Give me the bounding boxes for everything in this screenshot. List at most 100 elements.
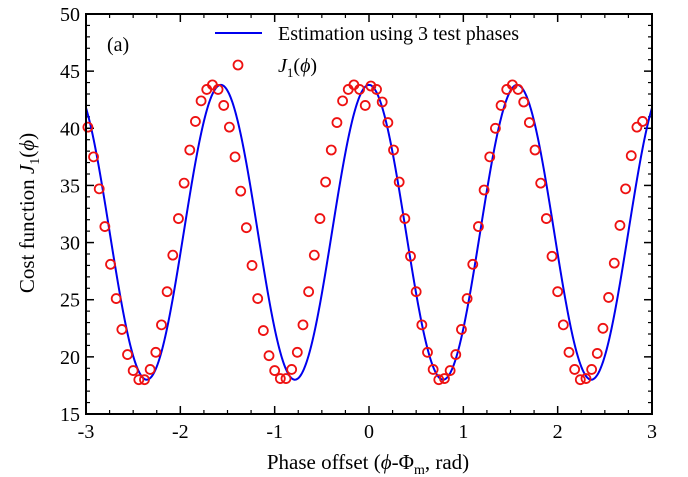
j1-data-point [93,183,105,195]
x-axis-label: Phase offset (ϕ-Φm, rad) [267,450,469,477]
j1-data-point [393,176,405,188]
j1-data-point [269,365,281,376]
x-label-phi: ϕ [381,450,392,474]
plot-frame [85,13,653,415]
j1-data-point [433,374,445,386]
j1-data-point [631,121,643,133]
j1-data-point [382,117,394,128]
j1-data-point [591,348,603,359]
x-tick-label: -1 [266,421,283,443]
j1-data-point [540,213,552,224]
j1-data-point [82,121,94,133]
j1-data-point [223,121,235,133]
y-tick-label: 25 [60,290,80,312]
y-label-open-paren: ( [15,151,39,158]
j1-data-point [461,293,473,304]
j1-data-point [569,364,581,375]
y-label-phi: ϕ [15,140,39,151]
j1-data-point [331,117,343,128]
j1-data-point [280,373,292,384]
j1-data-point [490,122,501,134]
x-tick-label: 0 [364,421,374,443]
y-label-sub: 1 [28,158,43,165]
x-label-dash: -Φ [392,450,414,474]
x-tick-label: 3 [647,421,657,443]
j1-data-point [552,286,564,298]
j1-data-point [359,100,371,111]
j1-data-point [371,84,382,95]
j1-data-point [444,365,456,376]
x-label-prefix: Phase offset ( [267,450,381,474]
panel-label: (a) [107,34,129,56]
j1-data-point [110,293,122,304]
j1-data-point [620,183,631,195]
j1-data-point [297,319,309,331]
y-tick-label: 20 [60,347,80,369]
j1-data-point [173,213,184,224]
j1-data-point [184,144,196,156]
j1-data-point [495,100,507,111]
j1-data-point [88,151,99,163]
y-tick-label: 50 [60,4,80,26]
legend-phi: ϕ [300,55,310,77]
j1-data-point [303,286,315,298]
legend-close-paren: ) [310,55,317,77]
legend-j-sub: 1 [287,65,294,80]
legend-marker-swatch [232,59,244,71]
x-label-suffix: , rad) [425,450,469,474]
j1-data-point [467,258,479,270]
j1-data-point [563,346,575,358]
y-label-prefix: Cost function [15,174,39,293]
j1-data-point [122,349,133,360]
j1-data-point [365,80,377,92]
y-axis-label: Cost function J1(ϕ) [15,133,43,293]
j1-data-point [133,374,145,386]
estimation-line [85,83,653,381]
j1-data-point [212,84,224,95]
y-tick-label: 35 [60,175,80,197]
j1-data-point [116,324,128,335]
j1-data-point [614,220,626,231]
j1-data-point [257,325,269,336]
legend-line-label: Estimation using 3 test phases [278,23,519,45]
j1-data-point [450,349,462,360]
j1-data-point [291,346,303,358]
j1-data-point [156,319,167,331]
j1-data-point [150,346,162,358]
j1-data-point [240,222,252,234]
j1-data-point [263,350,275,362]
j1-data-point [161,286,173,298]
j1-data-point [427,364,439,375]
j1-data-point [399,213,411,224]
j1-data-point [523,117,535,128]
j1-data-point [286,364,298,375]
legend-j: J [278,55,288,77]
series-points-group [82,79,648,386]
legend-open-paren: ( [293,55,300,77]
y-tick-label: 30 [60,233,80,255]
j1-data-point [105,258,116,270]
j1-data-point [218,100,230,111]
j1-data-point [388,144,399,156]
j1-data-point [190,116,201,127]
legend: Estimation using 3 test phases J1(ϕ) [215,23,519,80]
series-line-group [85,83,653,381]
j1-data-point [325,144,337,156]
j1-data-point [478,184,490,196]
j1-data-point [416,319,428,331]
j1-data-point [608,257,620,269]
j1-data-point [376,96,388,108]
j1-data-point [580,373,592,384]
j1-data-point [546,250,558,262]
j1-data-point [625,150,637,162]
j1-data-point [422,346,433,358]
j1-data-point [167,249,179,261]
j1-data-point [529,144,541,156]
j1-data-point [337,95,348,107]
j1-data-point [518,96,530,108]
j1-data-point [410,286,422,298]
y-tick-label: 15 [60,404,80,426]
j1-data-point [235,185,247,197]
